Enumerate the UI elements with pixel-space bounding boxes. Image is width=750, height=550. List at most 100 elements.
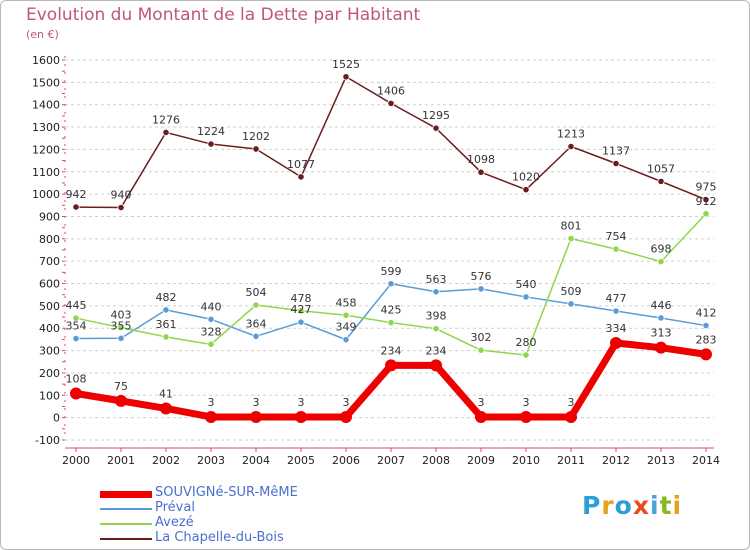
data-label: 234 [381,344,402,357]
data-label: 280 [516,336,537,349]
x-tick-label: 2006 [332,454,360,467]
data-label: 1077 [287,158,315,171]
x-tick-label: 2000 [62,454,90,467]
data-point [162,333,170,341]
data-point [567,142,575,151]
data-label: 599 [381,265,402,278]
x-tick-label: 2014 [692,454,720,467]
logo-letter: P [582,491,602,520]
data-point [162,306,170,314]
data-point [475,410,487,423]
y-axis-ticks: -100 0 100 200 300 400 500 600 700 800 900 1000 1100… [32,54,60,447]
x-tick-label: 2001 [107,454,135,467]
data-point [342,311,350,319]
data-label: 458 [336,296,357,309]
data-point [612,245,620,253]
data-point [117,323,125,332]
data-point [612,307,620,315]
data-label: 334 [606,322,627,335]
data-point [297,318,305,326]
data-label: 477 [606,292,627,305]
data-label: 425 [381,304,402,317]
data-point [295,410,307,423]
y-tick-label: 1500 [32,76,60,89]
data-point [657,177,665,185]
y-tick-label: 1200 [32,143,60,156]
x-tick-label: 2009 [467,454,495,467]
x-tick-label: 2002 [152,454,180,467]
data-label: 1213 [557,128,585,141]
data-label: 1276 [152,113,180,126]
data-label: 283 [696,333,717,346]
data-point [160,402,172,415]
data-label: 3 [208,396,215,409]
data-label: 108 [66,373,87,386]
y-tick-label: 300 [39,345,60,358]
data-label: 440 [201,300,222,313]
data-label: 1057 [647,162,675,175]
y-tick-label: 100 [39,389,60,402]
legend-swatch [100,490,152,498]
data-label: 427 [291,303,312,316]
data-point [252,332,260,340]
data-label: 75 [114,380,128,393]
chart-subtitle: (en €) [26,28,59,41]
data-label: 504 [246,286,267,299]
data-label: 3 [343,396,350,409]
logo-letter: t [659,491,673,520]
data-label: 361 [156,318,177,331]
data-label: 698 [651,243,672,256]
data-point [522,186,530,194]
y-tick-label: 200 [39,367,60,380]
legend-label: Avezé [155,515,194,530]
legend-swatch [100,538,152,540]
y-tick-label: 1100 [32,166,60,179]
data-point [342,336,350,344]
data-point [702,210,710,218]
logo-letter: x [632,491,650,520]
data-point [207,140,215,148]
data-point [432,124,440,132]
x-tick-label: 2012 [602,454,630,467]
data-label: 1224 [197,125,225,138]
y-tick-label: -100 [35,434,60,447]
data-label: 403 [111,309,132,322]
data-label: 412 [696,307,717,320]
data-point [115,394,127,407]
data-point [520,410,532,423]
data-point [72,203,80,211]
data-point [385,359,397,372]
logo-letter: r [601,491,615,520]
chart-title: Evolution du Montant de la Dette par Hab… [26,5,421,25]
data-label: 41 [159,387,173,400]
data-label: 801 [561,220,582,233]
data-point [297,307,305,315]
axes [62,56,714,449]
x-tick-label: 2010 [512,454,540,467]
data-labels: 108 75 41 3 3 3 3 234 234 3 3 3 334 313 283 354 355 482 44… [66,58,717,409]
data-label: 364 [246,317,267,330]
data-label: 1525 [332,58,360,71]
x-tick-label: 2003 [197,454,225,467]
data-label: 446 [651,299,672,312]
data-point [70,387,82,400]
data-point [432,325,440,333]
x-tick-label: 2011 [557,454,585,467]
y-tick-label: 1400 [32,99,60,112]
data-label: 754 [606,230,627,243]
data-label: 302 [471,331,492,344]
legend-swatch [100,523,152,525]
data-point [207,340,215,348]
data-point [297,173,305,181]
y-tick-label: 500 [39,300,60,313]
data-point [430,359,442,372]
data-point [610,336,622,349]
data-point [702,321,710,330]
data-point [207,315,215,323]
data-point [250,410,262,423]
data-point [567,235,575,243]
data-point [387,280,395,288]
data-label: 942 [66,188,87,201]
data-label: 3 [253,396,260,409]
